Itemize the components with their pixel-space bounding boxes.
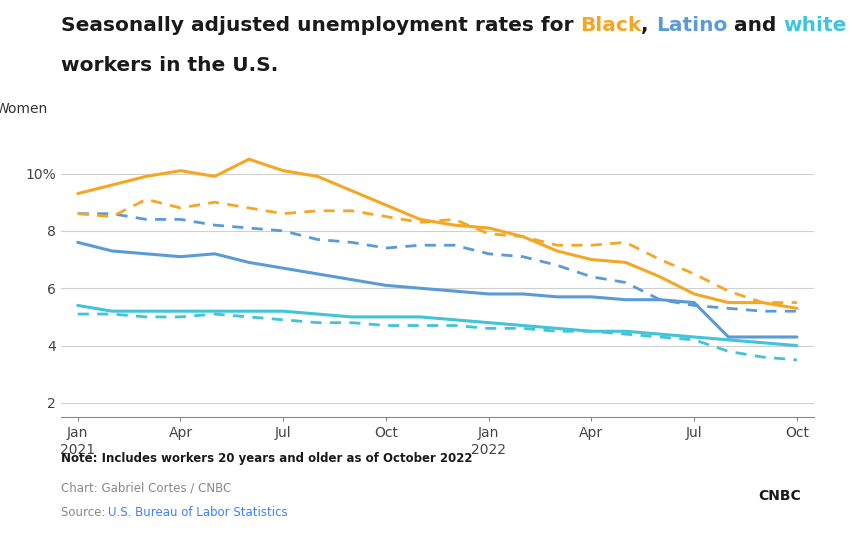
Text: and: and xyxy=(727,16,784,35)
Text: U.S. Bureau of Labor Statistics: U.S. Bureau of Labor Statistics xyxy=(108,506,288,518)
Legend: Men, Women: Men, Women xyxy=(0,96,54,121)
Text: Seasonally adjusted unemployment rates for: Seasonally adjusted unemployment rates f… xyxy=(61,16,580,35)
Text: Chart: Gabriel Cortes / CNBC: Chart: Gabriel Cortes / CNBC xyxy=(61,482,231,494)
Text: Latino: Latino xyxy=(656,16,727,35)
Text: workers in the U.S.: workers in the U.S. xyxy=(61,56,278,75)
Text: Black: Black xyxy=(580,16,642,35)
Text: CNBC: CNBC xyxy=(758,489,801,503)
Text: white: white xyxy=(784,16,847,35)
Text: Source:: Source: xyxy=(61,506,109,518)
Text: ,: , xyxy=(642,16,656,35)
Text: Note: Includes workers 20 years and older as of October 2022: Note: Includes workers 20 years and olde… xyxy=(61,452,472,465)
